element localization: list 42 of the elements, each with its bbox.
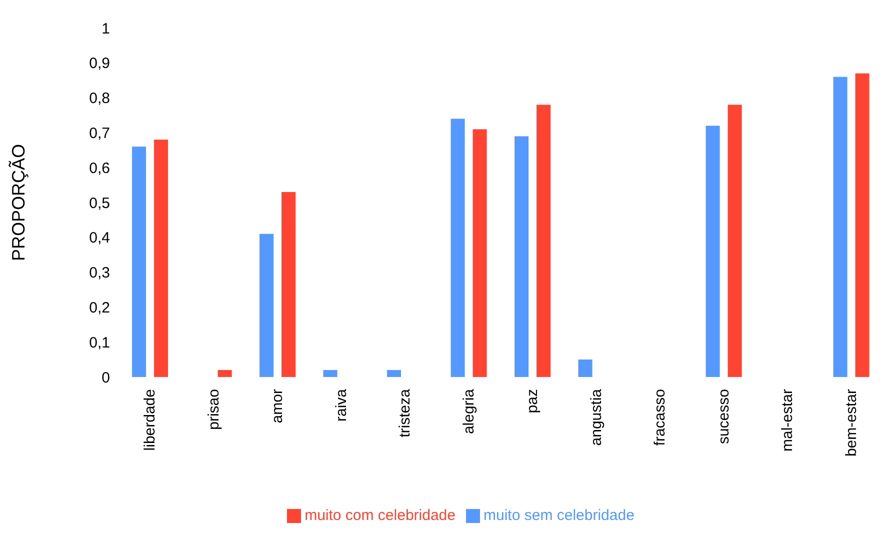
x-tick-label: sucesso xyxy=(715,389,732,444)
x-tick-label: tristeza xyxy=(396,388,414,438)
bar xyxy=(450,118,465,377)
y-tick-label: 0,5 xyxy=(89,194,110,212)
x-tick-label: mal-estar xyxy=(779,389,796,452)
x-tick-label: paz xyxy=(524,389,542,414)
bar xyxy=(472,129,487,377)
bar xyxy=(154,140,168,377)
bar xyxy=(706,126,720,377)
bar xyxy=(323,370,338,377)
x-tick-label: amor xyxy=(269,389,286,424)
x-tick-label: bem-estar xyxy=(842,389,860,457)
y-tick-label: 0,4 xyxy=(89,230,110,247)
bar xyxy=(578,360,592,377)
bar xyxy=(536,104,551,377)
bar xyxy=(387,370,402,377)
y-tick-label: 0,3 xyxy=(89,264,110,282)
y-tick-label: 0,8 xyxy=(89,90,110,108)
x-tick-label: alegria xyxy=(460,388,478,434)
y-tick-label: 1 xyxy=(102,20,110,38)
bar xyxy=(218,370,232,377)
bar xyxy=(260,234,274,377)
y-tick-label: 0,6 xyxy=(89,160,110,177)
x-tick-label: angustia xyxy=(588,388,605,446)
bar xyxy=(282,192,296,377)
x-tick-label: liberdade xyxy=(142,389,159,451)
bar xyxy=(855,73,870,377)
legend-label: muito sem celebridade xyxy=(484,507,634,524)
bar xyxy=(132,146,146,377)
y-tick-label: 0,1 xyxy=(89,334,110,352)
x-tick-label: prisao xyxy=(205,389,222,430)
y-tick-label: 0 xyxy=(102,369,110,386)
bar xyxy=(833,76,848,377)
y-axis-title: PROPORÇÃO xyxy=(8,144,28,262)
x-tick-label: raiva xyxy=(332,388,350,422)
y-tick-label: 0,2 xyxy=(89,300,110,317)
y-tick-label: 0,7 xyxy=(89,125,110,142)
y-tick-label: 0,9 xyxy=(89,55,110,72)
bar xyxy=(728,104,742,377)
legend-label: muito com celebridade xyxy=(304,507,456,524)
x-tick-label: fracasso xyxy=(652,389,669,446)
bar xyxy=(514,136,529,377)
